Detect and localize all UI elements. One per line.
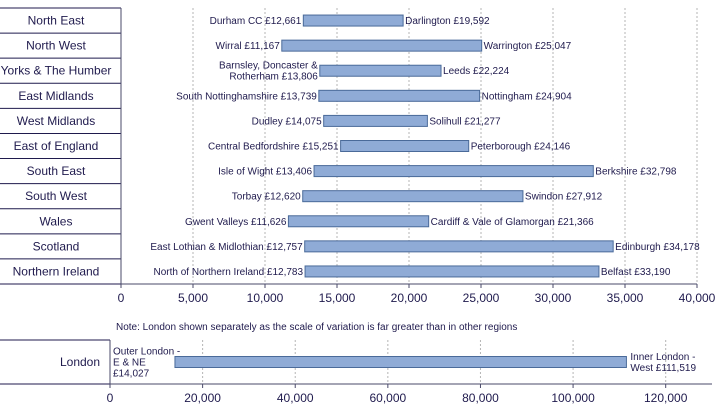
low-value-label: Isle of Wight £13,406 [218, 167, 312, 178]
high-value-label: Berkshire £32,798 [595, 167, 677, 178]
low-value-label: Barnsley, Doncaster & Rotherham £13,806 [219, 61, 318, 83]
range-bar [318, 89, 481, 102]
low-value-label: South Nottinghamshire £13,739 [176, 91, 317, 102]
regions-panel: 0 5,000 10,000 15,000 20,000 25,000 30,000 35,0… [0, 7, 716, 305]
category-label: Northern Ireland [13, 264, 100, 278]
category-label: Scotland [33, 239, 80, 253]
category-label: West Midlands [17, 114, 95, 128]
low-value-label: Durham CC £12,661 [210, 16, 302, 27]
x-tick-label: 20,000 [184, 391, 221, 405]
x-tick-label: 0 [107, 391, 114, 405]
x-tick-label: 80,000 [462, 391, 499, 405]
category-label: North West [26, 39, 86, 53]
x-tick-label: 15,000 [319, 291, 356, 305]
category-label: East Midlands [18, 89, 93, 103]
low-value-label: Outer London -E & NE £14,027 [113, 347, 180, 380]
range-bar [302, 14, 404, 27]
high-value-label: Darlington £19,592 [405, 16, 490, 27]
category-label: Wales [40, 214, 73, 228]
high-value-label: Swindon £27,912 [525, 192, 603, 203]
high-value-label: Nottingham £24,904 [482, 91, 573, 102]
category-label: London [60, 355, 100, 369]
range-bar [340, 140, 470, 152]
x-tick-label: 40,000 [277, 391, 314, 405]
high-value-label: Inner London -West £111,519 [630, 352, 696, 374]
low-value-label: Central Bedfordshire £15,251 [208, 142, 339, 153]
x-tick-label: 5,000 [178, 291, 208, 305]
range-bar [304, 265, 600, 278]
category-label: South East [27, 164, 86, 178]
category-label: South West [25, 189, 87, 203]
x-tick-label: 35,000 [607, 291, 644, 305]
x-tick-label: 40,000 [679, 291, 716, 305]
category-label: Yorks & The Humber [1, 64, 112, 78]
range-bar [302, 190, 524, 203]
low-value-label: Gwent Valleys £11,626 [185, 217, 287, 228]
x-tick-label: 60,000 [369, 391, 406, 405]
category-label: East of England [14, 139, 99, 153]
low-value-label: Wirral £11,167 [216, 41, 281, 52]
low-value-label: Dudley £14,075 [252, 116, 322, 127]
range-bar [323, 114, 428, 127]
high-value-label: Leeds £22,224 [443, 66, 510, 77]
high-value-label: Belfast £33,190 [601, 267, 671, 278]
london-panel: 0 20,000 40,000 60,000 80,000 100,000 120,000 L… [0, 339, 712, 405]
range-bar [319, 64, 442, 77]
high-value-label: Warrington £25,047 [484, 41, 572, 52]
category-label: North East [28, 14, 85, 28]
high-value-label: Peterborough £24,146 [471, 142, 571, 153]
x-tick-label: 120,000 [644, 391, 688, 405]
range-bar [287, 215, 430, 228]
range-bar [304, 240, 614, 253]
range-bar [281, 39, 483, 52]
x-tick-label: 20,000 [391, 291, 428, 305]
x-tick-label: 100,000 [551, 391, 595, 405]
range-bar [174, 356, 627, 368]
high-value-label: Edinburgh £34,178 [615, 242, 700, 253]
high-value-label: Cardiff & Vale of Glamorgan £21,366 [431, 217, 595, 228]
x-tick-label: 25,000 [463, 291, 500, 305]
x-tick-label: 0 [118, 291, 125, 305]
range-bar [313, 165, 594, 178]
x-tick-label: 10,000 [247, 291, 284, 305]
x-tick-label: 30,000 [535, 291, 572, 305]
high-value-label: Solihull £21,277 [429, 116, 501, 127]
low-value-label: North of Northern Ireland £12,783 [154, 267, 304, 278]
low-value-label: Torbay £12,620 [232, 192, 301, 203]
london-note: Note: London shown separately as the sca… [116, 322, 517, 333]
low-value-label: East Lothian & Midlothian £12,757 [150, 242, 303, 253]
